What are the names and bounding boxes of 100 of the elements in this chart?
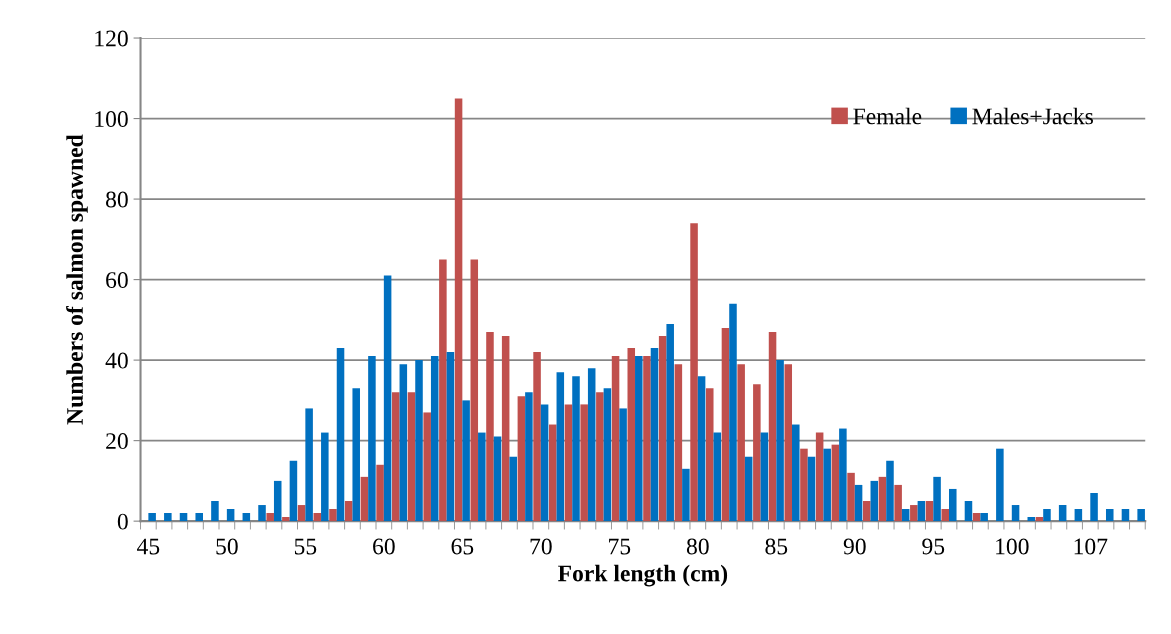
bar [540, 404, 549, 522]
bar [1137, 509, 1145, 522]
bar [635, 356, 643, 522]
bar [478, 432, 486, 522]
bar [454, 98, 463, 522]
bar [258, 505, 266, 522]
bar [1121, 509, 1130, 522]
bar [768, 331, 777, 522]
bar [493, 436, 502, 522]
bar [870, 480, 879, 522]
x-tick-label: 65 [451, 538, 474, 555]
bar [854, 484, 863, 522]
bar [305, 408, 313, 522]
bar [572, 376, 580, 522]
bar [682, 468, 690, 522]
bar [941, 509, 949, 522]
bar [462, 400, 470, 522]
bar [964, 501, 973, 522]
bar [658, 335, 667, 522]
bar [611, 356, 620, 522]
bar [501, 335, 510, 522]
bar [737, 364, 745, 522]
bar [972, 513, 981, 522]
bar [399, 364, 408, 522]
bar [674, 364, 683, 522]
bar [878, 476, 887, 522]
bar [430, 356, 439, 522]
bar [925, 501, 934, 522]
y-axis-title: Numbers of salmon spawned [66, 134, 88, 425]
bar [1043, 509, 1051, 522]
bar [1090, 492, 1098, 522]
y-tick-label: 100 [95, 111, 128, 127]
bar [368, 356, 376, 522]
bar [329, 509, 337, 522]
bar [1058, 505, 1067, 522]
x-tick-label: 80 [686, 538, 709, 555]
bar [847, 472, 855, 522]
x-tick-label: 70 [530, 538, 552, 555]
x-tick-label: 75 [609, 538, 631, 555]
bar [226, 509, 235, 522]
y-tick-label: 60 [106, 272, 128, 289]
bar [587, 368, 596, 522]
bar [313, 513, 322, 522]
bar [823, 448, 831, 522]
bar [392, 392, 400, 522]
bar [164, 513, 172, 522]
x-axis-title: Fork length (cm) [558, 564, 728, 587]
bar [917, 501, 926, 522]
bar [650, 348, 659, 522]
bar [933, 476, 941, 522]
bar [721, 327, 730, 522]
bar [619, 408, 627, 522]
bar [886, 460, 894, 522]
bar [603, 388, 612, 522]
legend-label: Female [853, 107, 922, 125]
bar [666, 323, 674, 522]
y-tick-label: 120 [95, 30, 128, 47]
bar [383, 275, 392, 522]
bar [556, 372, 565, 522]
bar [831, 444, 840, 522]
bar [713, 432, 722, 522]
x-tick-label: 85 [765, 538, 788, 555]
bar [533, 352, 541, 522]
bar [744, 456, 753, 522]
bar [1105, 509, 1114, 522]
bar [729, 303, 737, 522]
bar [446, 352, 455, 522]
bar [407, 392, 416, 522]
bar [839, 428, 847, 522]
bar [697, 376, 706, 522]
y-tick-label: 40 [105, 352, 128, 369]
bar [352, 388, 360, 522]
bar [596, 392, 604, 522]
bar [525, 392, 533, 522]
x-tick-label: 100 [996, 538, 1029, 555]
y-tick-label: 0 [117, 513, 128, 530]
bar [894, 484, 902, 522]
bar [360, 476, 369, 522]
bar [980, 513, 988, 522]
bar [423, 412, 431, 522]
bar [486, 331, 494, 522]
bar [282, 517, 290, 522]
x-tick-label: 90 [843, 538, 866, 555]
bar [949, 488, 957, 522]
bar [1035, 517, 1044, 522]
bar [266, 513, 274, 522]
bar [643, 356, 651, 522]
bar [273, 480, 282, 522]
x-tick-label: 55 [294, 538, 317, 555]
bar [776, 360, 784, 522]
bar [179, 513, 188, 522]
bar [242, 513, 251, 522]
bar [815, 432, 824, 522]
bar [1027, 517, 1036, 522]
bar [344, 501, 353, 522]
x-tick-label: 45 [137, 538, 160, 555]
x-tick-label: 107 [1074, 538, 1108, 555]
bar [910, 505, 918, 522]
bar [415, 360, 423, 522]
bar [784, 364, 793, 522]
